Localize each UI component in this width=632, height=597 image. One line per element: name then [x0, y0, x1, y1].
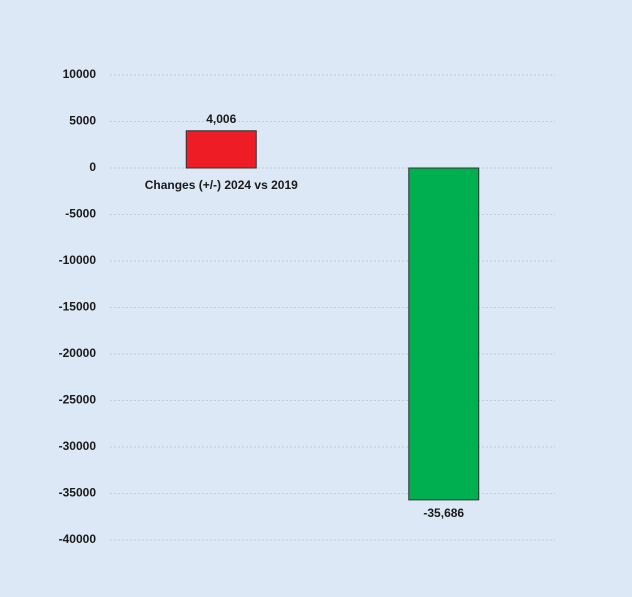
y-tick-label: -40000: [59, 532, 97, 546]
y-tick-label: -30000: [59, 439, 97, 453]
value-label: -35,686: [423, 506, 464, 520]
y-tick-label: 5000: [69, 114, 96, 128]
y-tick-label: -25000: [59, 393, 97, 407]
bar: [185, 130, 257, 169]
bar: [408, 167, 480, 501]
value-label: 4,006: [206, 112, 236, 126]
y-tick-label: -35000: [59, 486, 97, 500]
y-tick-label: 0: [89, 160, 96, 174]
y-tick-label: -20000: [59, 346, 97, 360]
y-tick-label: -15000: [59, 300, 97, 314]
y-tick-label: -10000: [59, 253, 97, 267]
y-tick-label: -5000: [65, 207, 96, 221]
axis-label: Changes (+/-) 2024 vs 2019: [145, 178, 298, 192]
y-tick-label: 10000: [63, 67, 97, 81]
